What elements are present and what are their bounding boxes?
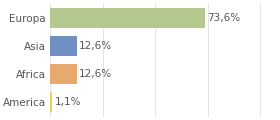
Bar [50, 8, 205, 28]
Text: 73,6%: 73,6% [207, 13, 240, 23]
Bar [50, 64, 76, 84]
Text: 12,6%: 12,6% [79, 69, 112, 79]
Text: 1,1%: 1,1% [55, 97, 81, 107]
Bar [50, 36, 76, 56]
Bar [50, 92, 52, 112]
Text: 12,6%: 12,6% [79, 41, 112, 51]
